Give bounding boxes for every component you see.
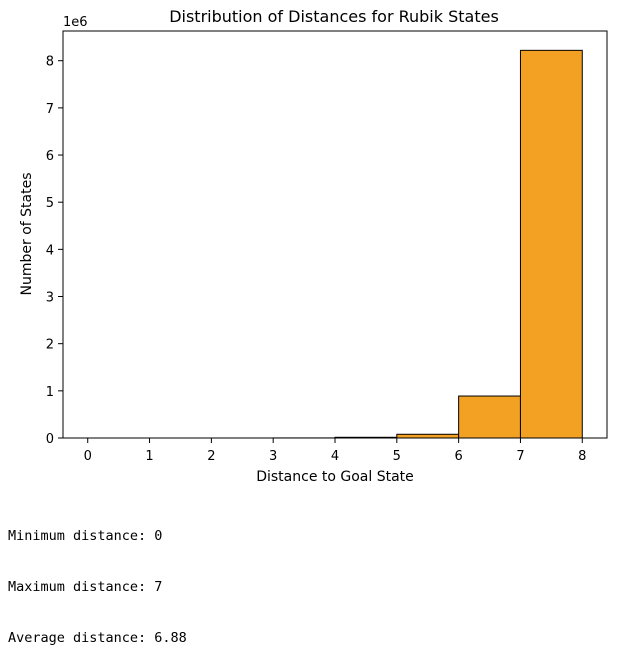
histogram-bars — [88, 50, 583, 438]
histogram-chart: Distribution of Distances for Rubik Stat… — [0, 0, 640, 490]
y-tick-label: 3 — [46, 291, 54, 306]
y-tick-label: 8 — [46, 55, 54, 70]
stats-output: Minimum distance: 0 Maximum distance: 7 … — [8, 494, 187, 664]
y-tick-label: 1 — [46, 385, 54, 400]
x-tick-label: 2 — [207, 449, 215, 464]
x-tick-label: 1 — [145, 449, 153, 464]
y-tick-label: 5 — [46, 196, 54, 211]
x-tick-label: 8 — [578, 449, 586, 464]
y-tick-label: 6 — [46, 149, 54, 164]
y-tick-label: 4 — [46, 243, 54, 258]
y-axis-scale-label: 1e6 — [63, 15, 88, 30]
histogram-bar — [520, 50, 582, 438]
y-tick-label: 0 — [46, 432, 54, 447]
minimum-distance-line: Minimum distance: 0 — [8, 528, 187, 545]
average-distance-line: Average distance: 6.88 — [8, 630, 187, 647]
x-tick-label: 5 — [393, 449, 401, 464]
x-tick-label: 7 — [516, 449, 524, 464]
chart-title: Distribution of Distances for Rubik Stat… — [169, 7, 499, 26]
x-tick-label: 3 — [269, 449, 277, 464]
histogram-bar — [459, 396, 521, 438]
y-tick-label: 2 — [46, 338, 54, 353]
y-tick-label: 7 — [46, 102, 54, 117]
x-axis-ticks: 0 1 2 3 4 5 6 7 8 — [84, 438, 587, 464]
x-tick-label: 6 — [454, 449, 462, 464]
y-axis-ticks: 0 1 2 3 4 5 6 7 8 — [46, 55, 63, 447]
maximum-distance-line: Maximum distance: 7 — [8, 579, 187, 596]
x-tick-label: 0 — [84, 449, 92, 464]
x-tick-label: 4 — [331, 449, 339, 464]
y-axis-label: Number of States — [19, 173, 35, 296]
histogram-bar — [397, 434, 459, 438]
x-axis-label: Distance to Goal State — [256, 469, 414, 485]
